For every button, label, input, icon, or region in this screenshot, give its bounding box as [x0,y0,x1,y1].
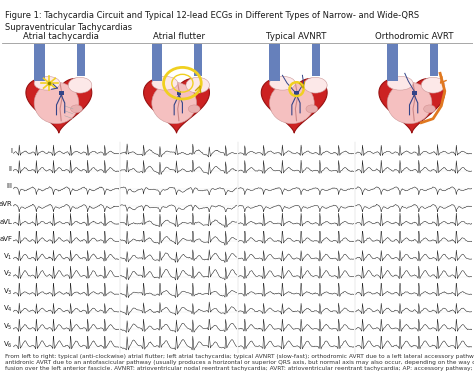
Text: V$_2$: V$_2$ [3,269,13,279]
Text: aVF: aVF [0,236,13,242]
Bar [59,91,64,95]
Ellipse shape [270,76,295,90]
Ellipse shape [71,105,82,113]
Bar [194,39,202,76]
Ellipse shape [152,76,178,90]
Text: V$_4$: V$_4$ [3,304,13,315]
Text: aVR: aVR [0,201,13,207]
Ellipse shape [387,82,432,124]
Polygon shape [144,79,210,133]
Text: V$_3$: V$_3$ [3,287,13,297]
Text: V$_1$: V$_1$ [3,252,13,262]
Text: Atrial flutter: Atrial flutter [153,32,205,41]
Text: From left to right: typical (anti-clockwise) atrial flutter; left atrial tachyca: From left to right: typical (anti-clockw… [5,354,474,372]
Text: III: III [7,183,13,189]
Text: Orthodromic AVRT: Orthodromic AVRT [375,32,454,41]
Ellipse shape [34,82,79,124]
Text: I: I [11,148,13,154]
Bar [152,37,163,81]
Ellipse shape [270,82,314,124]
Bar [387,37,398,81]
Ellipse shape [421,77,445,93]
Bar [34,37,45,81]
Text: Atrial tachycardia: Atrial tachycardia [23,32,99,41]
Ellipse shape [186,77,210,93]
Bar [312,39,320,76]
Ellipse shape [68,77,92,93]
Ellipse shape [424,105,436,113]
Polygon shape [26,79,92,133]
Bar [412,91,417,95]
Text: V$_6$: V$_6$ [3,339,13,349]
Ellipse shape [34,76,60,90]
Text: Figure 1: Tachycardia Circuit and Typical 12-lead ECGs in Different Types of Nar: Figure 1: Tachycardia Circuit and Typica… [5,12,419,32]
Polygon shape [261,79,327,133]
Ellipse shape [306,105,318,113]
Text: Typical AVNRT: Typical AVNRT [266,32,327,41]
Bar [270,37,280,81]
Polygon shape [379,79,445,133]
Bar [294,91,299,95]
Ellipse shape [387,76,413,90]
Text: II: II [9,166,13,172]
Ellipse shape [152,82,197,124]
Bar [176,91,181,95]
Ellipse shape [188,105,200,113]
Bar [429,39,438,76]
Text: V$_5$: V$_5$ [3,322,13,332]
Ellipse shape [304,77,327,93]
Bar [76,39,85,76]
Text: aVL: aVL [0,219,13,224]
